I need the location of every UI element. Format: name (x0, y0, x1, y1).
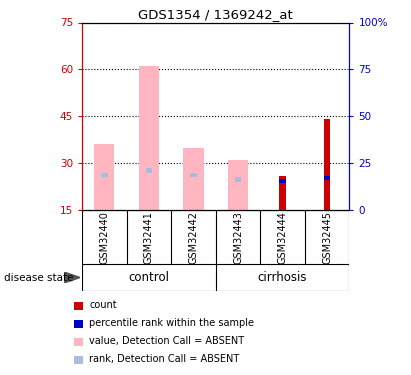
Text: count: count (89, 300, 117, 310)
Text: cirrhosis: cirrhosis (258, 271, 307, 284)
Text: GSM32443: GSM32443 (233, 211, 243, 264)
Text: control: control (129, 271, 169, 284)
Polygon shape (64, 272, 80, 283)
Bar (190, 172, 197, 177)
Text: GSM32444: GSM32444 (277, 211, 288, 264)
Bar (235, 177, 241, 182)
Text: GSM32441: GSM32441 (144, 211, 154, 264)
Bar (139, 66, 159, 210)
Bar (279, 176, 286, 210)
Bar (183, 147, 203, 210)
Text: disease state: disease state (4, 273, 74, 283)
Bar (101, 172, 108, 177)
Text: GSM32440: GSM32440 (99, 211, 109, 264)
Bar (145, 168, 152, 172)
Bar (95, 144, 115, 210)
Bar (324, 119, 330, 210)
Bar (324, 176, 330, 180)
Bar (228, 160, 248, 210)
Text: rank, Detection Call = ABSENT: rank, Detection Call = ABSENT (89, 354, 240, 364)
Text: GSM32445: GSM32445 (322, 211, 332, 264)
Text: value, Detection Call = ABSENT: value, Detection Call = ABSENT (89, 336, 244, 346)
Title: GDS1354 / 1369242_at: GDS1354 / 1369242_at (139, 8, 293, 21)
Bar (279, 179, 286, 183)
Text: GSM32442: GSM32442 (189, 211, 199, 264)
Text: percentile rank within the sample: percentile rank within the sample (89, 318, 254, 328)
